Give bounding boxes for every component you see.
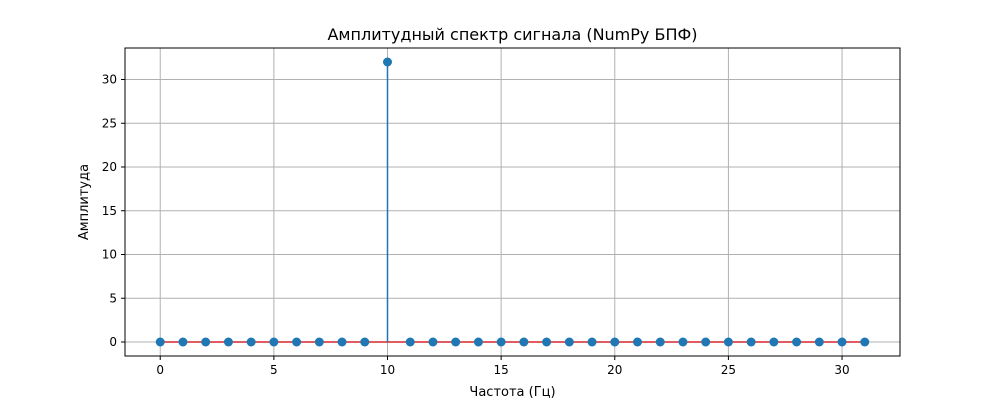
x-tick-label: 0	[156, 363, 164, 377]
stem-marker	[837, 337, 847, 347]
stem-marker	[519, 337, 529, 347]
stem-marker	[769, 337, 779, 347]
stem-marker	[405, 337, 415, 347]
y-tick-label: 15	[102, 204, 117, 218]
grid	[125, 48, 900, 356]
stem-marker	[860, 337, 870, 347]
x-tick-label: 25	[721, 363, 736, 377]
stem-marker	[496, 337, 506, 347]
stem-marker	[564, 337, 574, 347]
stem-marker	[633, 337, 642, 347]
stem-marker	[360, 337, 370, 347]
x-tick-label: 10	[380, 363, 395, 377]
y-tick-label: 10	[102, 248, 117, 262]
y-axis-title: Амплитуда	[77, 164, 92, 240]
y-tick-label: 0	[109, 335, 117, 349]
y-tick-label: 30	[102, 73, 117, 87]
stem-marker	[201, 337, 211, 347]
stem-marker	[587, 337, 597, 347]
y-axis-ticks: 0 5 10 15 20 25 30	[102, 73, 125, 349]
x-tick-label: 30	[834, 363, 849, 377]
stem-marker	[792, 337, 802, 347]
stem-marker	[610, 337, 620, 347]
stem-marker	[451, 337, 461, 347]
stem-marker	[723, 337, 733, 347]
stem-marker	[701, 337, 711, 347]
stem-marker	[428, 337, 438, 347]
x-tick-label: 5	[270, 363, 278, 377]
y-tick-label: 20	[102, 160, 117, 174]
plot-frame	[124, 47, 901, 357]
stem-marker	[178, 337, 188, 347]
stem-marker	[246, 337, 256, 347]
stem-marker	[155, 337, 165, 347]
x-tick-label: 15	[493, 363, 508, 377]
stem-marker	[337, 337, 347, 347]
x-axis-title: Частота (Гц)	[469, 385, 555, 400]
x-tick-label: 20	[607, 363, 622, 377]
markers	[155, 57, 870, 347]
stem-marker	[814, 337, 824, 347]
stem-marker	[292, 337, 302, 347]
stem-marker	[542, 337, 552, 347]
y-tick-label: 25	[102, 116, 117, 130]
stem-marker	[269, 337, 279, 347]
stem-marker	[473, 337, 483, 347]
stem-marker	[223, 337, 233, 347]
stem-marker	[655, 337, 665, 347]
stem-marker	[746, 337, 756, 347]
stem-marker	[314, 337, 324, 347]
stem-marker	[678, 337, 688, 347]
stem-marker	[383, 57, 392, 67]
x-axis-ticks: 0 5 10 15 20 25 30	[156, 356, 850, 377]
y-tick-label: 5	[109, 291, 117, 305]
chart-title: Амплитудный спектр сигнала (NumPy БПФ)	[327, 25, 697, 44]
